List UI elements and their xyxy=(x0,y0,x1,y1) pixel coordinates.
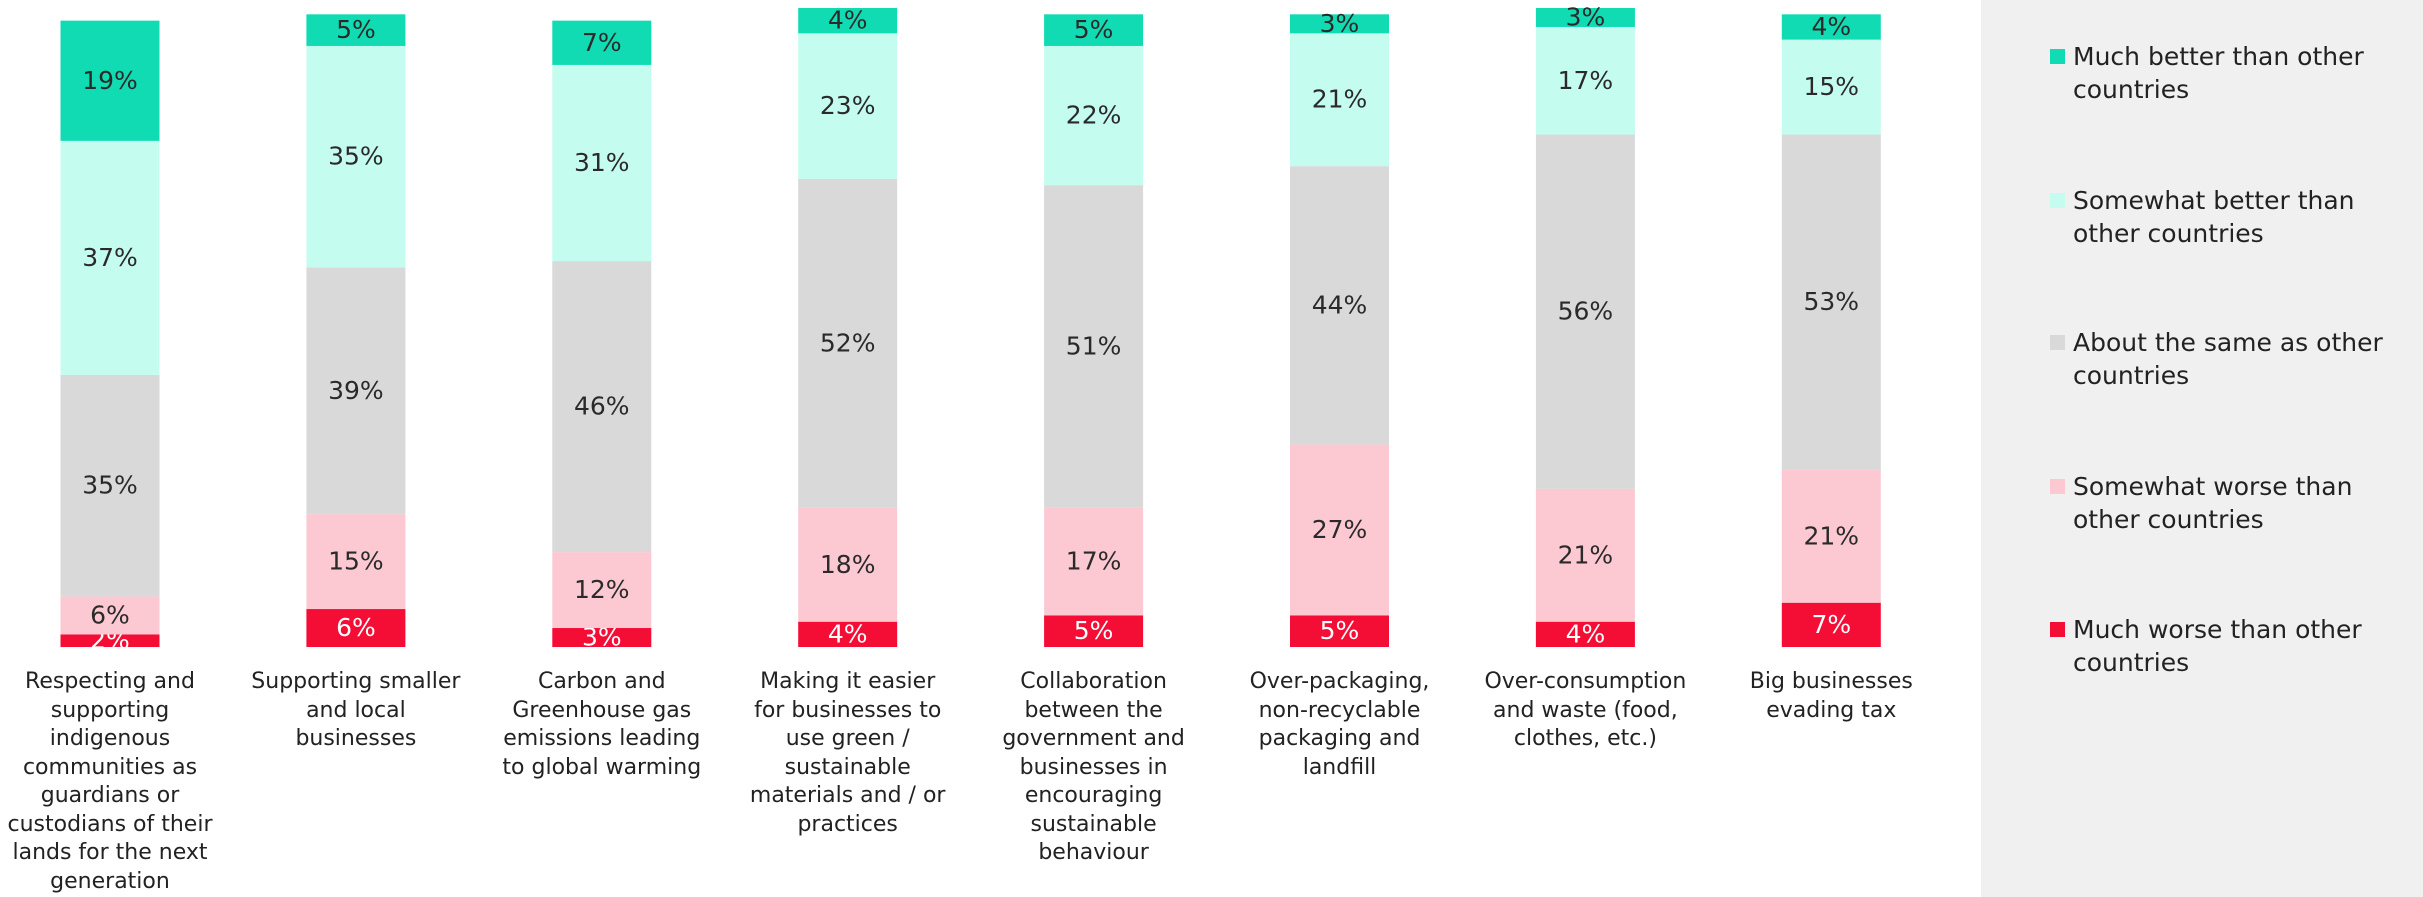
bar-segment xyxy=(798,178,898,508)
data-label: 35% xyxy=(82,471,138,500)
data-label: 3% xyxy=(1320,9,1360,38)
data-label: 4% xyxy=(1811,12,1851,41)
data-label: 56% xyxy=(1558,297,1614,326)
bar-segment xyxy=(60,634,160,647)
data-label: 6% xyxy=(336,613,376,642)
data-label: 35% xyxy=(328,142,384,171)
bar-segment xyxy=(798,8,898,34)
bar-segment xyxy=(798,621,898,647)
bar-segment xyxy=(306,609,406,647)
data-label: 5% xyxy=(1074,616,1114,645)
data-label: 21% xyxy=(1558,540,1614,569)
legend-label: About the same as other countries xyxy=(2073,328,2383,390)
bar-segment xyxy=(1290,444,1389,616)
bar-segment xyxy=(798,507,898,622)
data-label: 4% xyxy=(1566,619,1606,648)
data-label: 15% xyxy=(328,547,384,576)
bar-segment xyxy=(552,552,652,629)
legend-label: Somewhat better than other countries xyxy=(2073,186,2355,248)
x-tick-label: Collaboration between the government and… xyxy=(1002,669,1185,865)
data-label: 31% xyxy=(574,148,630,177)
bar-segment xyxy=(552,64,652,262)
legend-panel xyxy=(1981,0,2423,897)
legend-label: Somewhat worse than other countries xyxy=(2073,472,2353,534)
bar-segment xyxy=(60,596,160,635)
bar-segment xyxy=(1044,45,1144,186)
bar-segment xyxy=(1781,602,1881,647)
data-label: 37% xyxy=(82,243,138,272)
data-label: 15% xyxy=(1804,72,1860,101)
data-label: 21% xyxy=(1804,521,1860,550)
x-tick-label: Over-consumption and waste (food, clothe… xyxy=(1484,669,1687,751)
data-label: 52% xyxy=(820,328,876,357)
bar-segment xyxy=(1044,14,1144,46)
data-label: 5% xyxy=(336,15,376,44)
bar-segment xyxy=(1044,615,1144,647)
data-label: 4% xyxy=(828,6,868,35)
legend-swatch xyxy=(2050,622,2065,637)
data-label: 6% xyxy=(90,600,130,629)
data-label: 7% xyxy=(1811,610,1851,639)
bar-segment xyxy=(1290,33,1389,167)
bar-segment xyxy=(1044,507,1144,616)
bar-segment xyxy=(60,20,160,141)
bar-segment xyxy=(1781,39,1881,135)
bar-segment xyxy=(1290,14,1389,34)
legend-label: Much better than other countries xyxy=(2073,42,2364,104)
bar-segment xyxy=(60,140,160,375)
bar-segment xyxy=(1535,134,1635,489)
data-label: 17% xyxy=(1066,547,1122,576)
legend-swatch xyxy=(2050,49,2065,64)
data-label: 27% xyxy=(1312,515,1368,544)
legend-swatch xyxy=(2050,479,2065,494)
data-label: 18% xyxy=(820,550,876,579)
data-label: 22% xyxy=(1066,101,1122,130)
bar-segment xyxy=(306,45,406,268)
x-tick-label: Making it easier for businesses to use g… xyxy=(749,669,946,837)
bar-segment xyxy=(1535,26,1635,135)
bar-segment xyxy=(552,628,652,647)
data-label: 7% xyxy=(582,28,622,57)
bar-segment xyxy=(1781,14,1881,40)
data-label: 5% xyxy=(1074,15,1114,44)
data-label: 39% xyxy=(328,376,384,405)
bar-segment xyxy=(1290,166,1389,445)
data-label: 23% xyxy=(820,91,876,120)
bar-segment xyxy=(1535,488,1635,622)
data-label: 53% xyxy=(1804,287,1860,316)
bar-segment xyxy=(306,267,406,515)
bar-segment xyxy=(1535,8,1635,27)
bar-segment xyxy=(552,20,652,65)
data-label: 3% xyxy=(1566,2,1606,31)
legend-label: Much worse than other countries xyxy=(2073,615,2362,677)
data-label: 4% xyxy=(828,619,868,648)
bar-segment xyxy=(60,374,160,597)
x-tick-label: Over-packaging, non-recyclable packaging… xyxy=(1249,669,1430,780)
bar-segment xyxy=(798,33,898,179)
x-tick-label: Respecting and supporting indigenous com… xyxy=(7,669,213,894)
x-tick-label: Big businesses evading tax xyxy=(1749,669,1913,723)
bar-segment xyxy=(1781,469,1881,603)
bar-segment xyxy=(1535,621,1635,647)
bar-segment xyxy=(1290,615,1389,647)
bar-segment xyxy=(1044,185,1144,508)
legend-swatch xyxy=(2050,335,2065,350)
data-label: 44% xyxy=(1312,290,1368,319)
data-label: 12% xyxy=(574,575,630,604)
data-label: 21% xyxy=(1312,85,1368,114)
x-tick-label: Carbon and Greenhouse gas emissions lead… xyxy=(502,669,702,780)
data-label: 51% xyxy=(1066,331,1122,360)
chart: 2%6%35%37%19%6%15%39%35%5%3%12%46%31%7%4… xyxy=(60,2,1881,648)
x-tick-label: Supporting smaller and local businesses xyxy=(251,669,461,751)
data-label: 5% xyxy=(1320,616,1360,645)
bar-segment xyxy=(306,14,406,46)
bar-segment xyxy=(552,261,652,553)
bar-segment xyxy=(1781,134,1881,470)
data-label: 17% xyxy=(1558,66,1614,95)
legend-swatch xyxy=(2050,193,2065,208)
bar-segment xyxy=(306,514,406,610)
data-label: 19% xyxy=(82,66,138,95)
data-label: 46% xyxy=(574,392,630,421)
